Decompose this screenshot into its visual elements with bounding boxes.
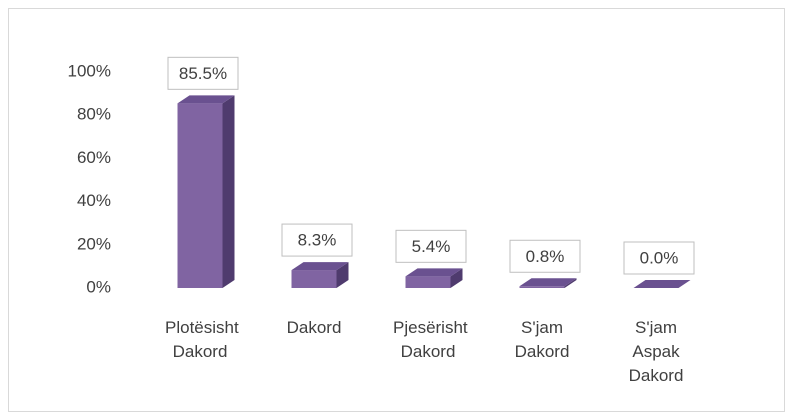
x-tick-label: Plotësisht Dakord (165, 318, 239, 361)
bar-top (405, 268, 463, 277)
bar-side (564, 278, 577, 288)
x-tick-label: Dakord (286, 318, 342, 337)
bar-side (450, 268, 463, 288)
bar-top (177, 95, 235, 104)
bar-top (519, 278, 577, 287)
data-label-box (623, 241, 695, 275)
y-tick-label: 20% (77, 234, 111, 253)
data-label: 0.0% (640, 248, 679, 267)
x-tick-label: S'jam Dakord (514, 318, 570, 361)
y-tick-label: 80% (77, 105, 111, 124)
chart-border (8, 8, 785, 412)
x-tick-label: Pjesërisht Dakord (393, 318, 468, 361)
y-tick-label: 100% (68, 61, 111, 80)
data-label-box (395, 229, 467, 263)
data-label: 85.5% (179, 64, 227, 83)
x-tick-label: S'jam Aspak Dakord (628, 318, 684, 385)
bar (405, 276, 451, 288)
bar-top (291, 262, 349, 271)
y-tick-label: 40% (77, 191, 111, 210)
data-label: 5.4% (412, 237, 451, 256)
data-label-box (167, 56, 239, 90)
data-label-box (509, 239, 581, 273)
bar (177, 103, 223, 288)
y-tick-label: 0% (86, 277, 111, 296)
data-label-box (281, 223, 353, 257)
bar (291, 270, 337, 288)
bar-side (336, 262, 349, 288)
y-tick-label: 60% (77, 148, 111, 167)
data-label: 0.8% (526, 247, 565, 266)
data-label: 8.3% (298, 231, 337, 250)
bar-side (222, 95, 235, 288)
bar (519, 286, 565, 288)
bar-top (633, 280, 691, 288)
